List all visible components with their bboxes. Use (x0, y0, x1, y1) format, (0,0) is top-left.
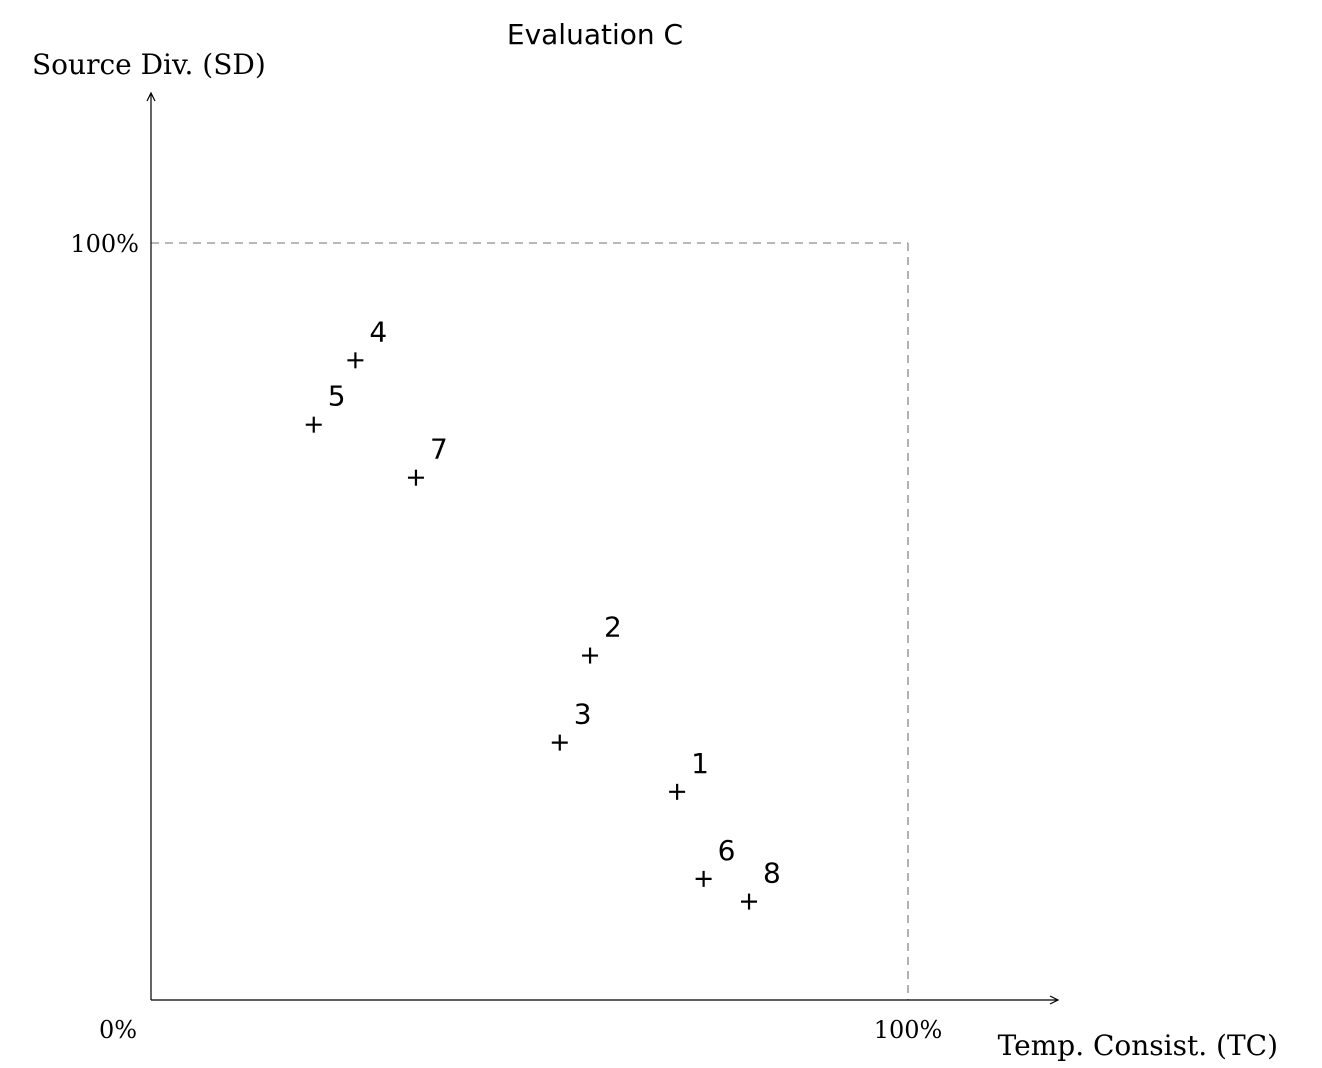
point-label: 7 (430, 433, 448, 466)
data-points: 1 2 3 45 6 7 8 (305, 315, 781, 910)
tick-labels: 0% 100% 100% (70, 230, 942, 1044)
point-label: 5 (328, 380, 346, 413)
chart-title: Evaluation C (507, 18, 683, 51)
data-point: 3 (551, 698, 592, 751)
x-tick-label: 100% (874, 1016, 943, 1044)
data-point: 2 (582, 611, 622, 664)
point-label: 2 (604, 611, 622, 644)
data-point: 6 (695, 834, 736, 887)
data-point: 1 (669, 747, 709, 800)
point-label: 3 (574, 698, 592, 731)
x-axis-arrow (1049, 995, 1060, 1005)
x-axis-label: Temp. Consist. (TC) (998, 1029, 1278, 1062)
x-tick-label: 0% (99, 1016, 137, 1044)
data-point: 4 (347, 315, 387, 369)
data-point: 8 (741, 857, 781, 910)
y-axis-label: Source Div. (SD) (32, 48, 266, 81)
axes (146, 91, 1060, 1005)
y-tick-label: 100% (70, 230, 139, 258)
y-axis-arrow (146, 91, 156, 102)
point-label: 4 (369, 315, 387, 348)
data-point: 5 (305, 380, 346, 433)
point-label: 8 (763, 857, 781, 890)
point-label: 6 (718, 834, 736, 867)
data-point: 7 (407, 433, 448, 486)
reference-box (151, 242, 909, 1000)
point-label: 1 (691, 747, 709, 780)
